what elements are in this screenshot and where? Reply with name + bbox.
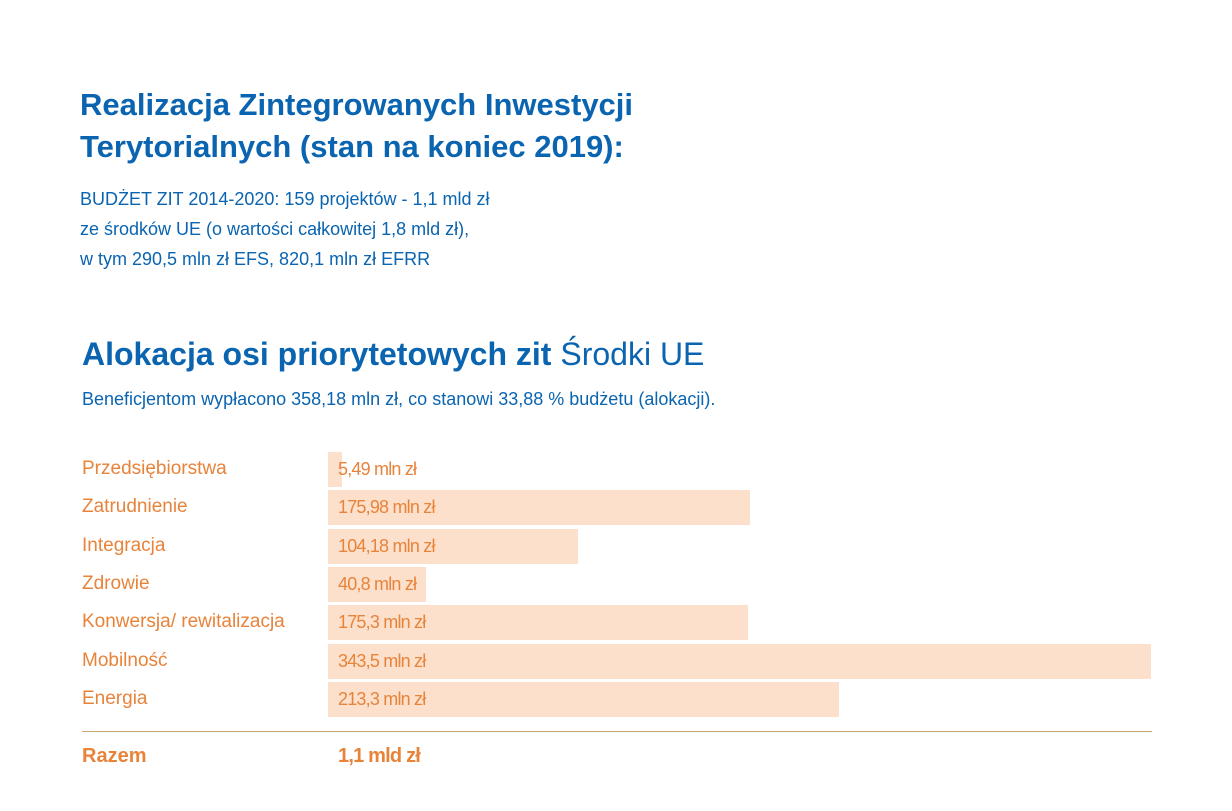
total-label: Razem (82, 745, 147, 767)
total-divider (82, 731, 1152, 732)
category-label: Integracja (82, 534, 166, 556)
bar (328, 643, 1151, 679)
page-title: Realizacja Zintegrowanych Inwestycji Ter… (80, 84, 840, 168)
bar-row: Integracja 104,18 mln zł (82, 527, 1152, 565)
header: Realizacja Zintegrowanych Inwestycji Ter… (80, 84, 840, 274)
bar (328, 566, 426, 602)
value-label: 5,49 mln zł (338, 459, 417, 479)
bar-row: Mobilność 343,5 mln zł (82, 642, 1152, 680)
total-value: 1,1 mld zł (338, 745, 421, 767)
category-label: Przedsiębiorstwa (82, 458, 227, 479)
bar (328, 605, 748, 641)
bar (328, 452, 342, 487)
category-label: Mobilność (82, 649, 168, 671)
bar-row: Energia 213,3 mln zł (82, 680, 1152, 718)
section-title-light: Środki UE (560, 336, 705, 372)
section-title-bold: Alokacja osi priorytetowych zit (82, 336, 552, 372)
section-title: Alokacja osi priorytetowych zit Środki U… (82, 334, 704, 374)
allocation-bar-chart: Razem 1,1 mld zł Przedsiębiorstwa 5,49 ml… (82, 450, 1152, 770)
category-label: Energia (82, 687, 148, 709)
bar (328, 528, 578, 564)
bar-row: Przedsiębiorstwa 5,49 mln zł (82, 450, 1152, 488)
value-label: 175,98 mln zł (338, 497, 435, 518)
category-label: Konwersja/ rewitalizacja (82, 611, 285, 633)
value-label: 213,3 mln zł (338, 688, 426, 709)
bar-row: Konwersja/ rewitalizacja 175,3 mln zł (82, 603, 1152, 641)
budget-summary-line-1: BUDŻET ZIT 2014-2020: 159 projektów - 1,… (80, 189, 490, 209)
value-label: 175,3 mln zł (338, 612, 426, 633)
bar (328, 681, 840, 717)
section-description: Beneficjentom wypłacono 358,18 mln zł, c… (82, 389, 716, 409)
bar (328, 490, 750, 526)
category-label: Zdrowie (82, 572, 150, 594)
bar-row: Zatrudnienie 175,98 mln zł (82, 488, 1152, 526)
category-label: Zatrudnienie (82, 496, 188, 518)
budget-summary: BUDŻET ZIT 2014-2020: 159 projektów - 1,… (80, 184, 840, 274)
bar-row: Zdrowie 40,8 mln zł (82, 565, 1152, 603)
value-label: 343,5 mln zł (338, 650, 426, 671)
budget-summary-line-3: w tym 290,5 mln zł EFS, 820,1 mln zł EFR… (80, 249, 431, 269)
value-label: 104,18 mln zł (338, 535, 435, 556)
page-title-line-2: Terytorialnych (stan na koniec 2019): (80, 129, 624, 164)
page-title-line-1: Realizacja Zintegrowanych Inwestycji (80, 87, 634, 122)
budget-summary-line-2: ze środków UE (o wartości całkowitej 1,8… (80, 219, 470, 239)
value-label: 40,8 mln zł (338, 573, 417, 594)
